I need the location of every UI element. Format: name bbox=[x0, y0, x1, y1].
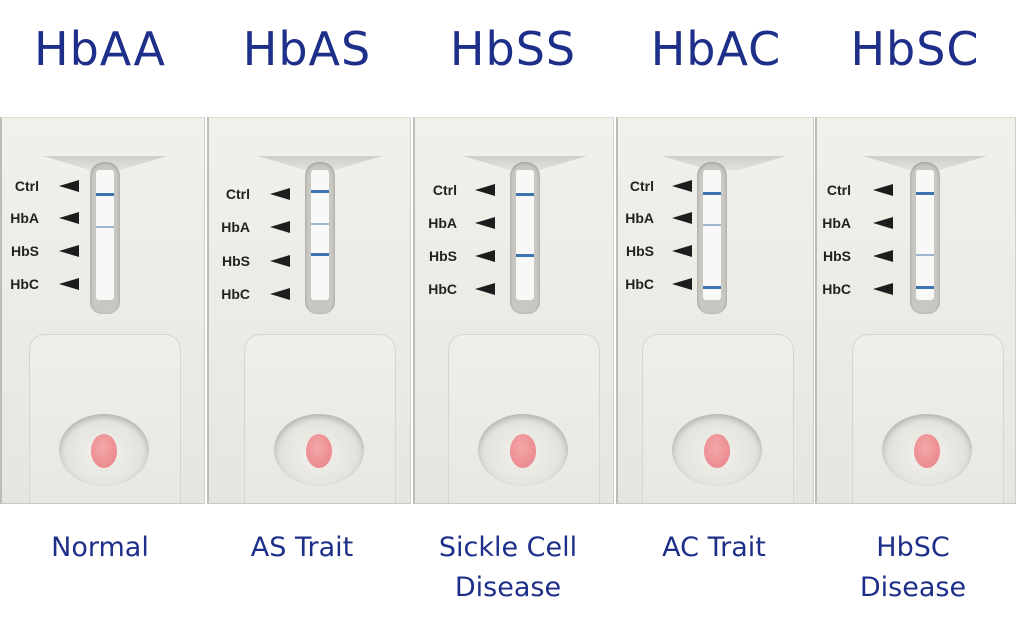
label-ctrl: Ctrl bbox=[629, 178, 654, 194]
test-strip bbox=[916, 170, 934, 300]
caption-as-trait: AS Trait bbox=[250, 532, 354, 563]
genotype-title-hbsc: HbSC bbox=[850, 22, 980, 76]
label-hba: HbA bbox=[625, 210, 654, 226]
label-ctrl: Ctrl bbox=[225, 186, 250, 202]
hba-arrow-icon bbox=[270, 221, 290, 233]
blood-sample-spot bbox=[914, 434, 940, 468]
result-window bbox=[90, 162, 120, 314]
hbs-arrow-icon bbox=[270, 255, 290, 267]
band-hba bbox=[311, 223, 329, 225]
label-hba: HbA bbox=[10, 210, 39, 226]
band-ctrl bbox=[703, 192, 721, 195]
label-hbs: HbS bbox=[429, 248, 457, 264]
label-hbc: HbC bbox=[822, 281, 851, 297]
band-hbc bbox=[916, 286, 934, 289]
test-cassette-hbas: Ctrl HbA HbS HbC bbox=[207, 117, 411, 504]
label-hbs: HbS bbox=[222, 253, 250, 269]
test-cassette-hbsc: Ctrl HbA HbS HbC bbox=[815, 117, 1016, 504]
test-cassette-hbaa: Ctrl HbA HbS HbC bbox=[0, 117, 205, 504]
genotype-title-hbas: HbAS bbox=[242, 22, 372, 76]
hbc-arrow-icon bbox=[873, 283, 893, 295]
label-hbs: HbS bbox=[11, 243, 39, 259]
sample-well bbox=[274, 414, 364, 486]
test-strip bbox=[703, 170, 721, 300]
band-ctrl bbox=[311, 190, 329, 193]
genotype-title-hbac: HbAC bbox=[650, 22, 782, 76]
band-hba bbox=[96, 226, 114, 228]
hbs-arrow-icon bbox=[873, 250, 893, 262]
hba-arrow-icon bbox=[672, 212, 692, 224]
genotype-title-hbaa: HbAA bbox=[33, 22, 166, 76]
sample-well bbox=[478, 414, 568, 486]
caption-normal: Normal bbox=[51, 532, 149, 563]
caption-hbsc-disease: HbSC Disease bbox=[859, 532, 967, 603]
ctrl-arrow-icon bbox=[270, 188, 290, 200]
ctrl-arrow-icon bbox=[475, 184, 495, 196]
blood-sample-spot bbox=[510, 434, 536, 468]
blood-sample-spot bbox=[306, 434, 332, 468]
hbs-arrow-icon bbox=[672, 245, 692, 257]
hba-arrow-icon bbox=[873, 217, 893, 229]
band-ctrl bbox=[96, 193, 114, 196]
test-strip bbox=[311, 170, 329, 300]
label-hbc: HbC bbox=[428, 281, 457, 297]
ctrl-arrow-icon bbox=[873, 184, 893, 196]
label-ctrl: Ctrl bbox=[432, 182, 457, 198]
band-ctrl bbox=[916, 192, 934, 195]
result-window bbox=[910, 162, 940, 314]
hba-arrow-icon bbox=[475, 217, 495, 229]
label-hbc: HbC bbox=[625, 276, 654, 292]
sample-well bbox=[59, 414, 149, 486]
blood-sample-spot bbox=[91, 434, 117, 468]
result-window bbox=[510, 162, 540, 314]
label-hbs: HbS bbox=[823, 248, 851, 264]
hbc-arrow-icon bbox=[475, 283, 495, 295]
genotype-title-hbss: HbSS bbox=[449, 22, 577, 76]
label-hbc: HbC bbox=[10, 276, 39, 292]
label-hba: HbA bbox=[221, 219, 250, 235]
hbc-arrow-icon bbox=[59, 278, 79, 290]
caption-sickle-cell-disease: Sickle Cell Disease bbox=[438, 532, 578, 603]
sample-well bbox=[882, 414, 972, 486]
band-ctrl bbox=[516, 193, 534, 196]
label-ctrl: Ctrl bbox=[826, 182, 851, 198]
hbc-arrow-icon bbox=[672, 278, 692, 290]
band-hbs bbox=[516, 254, 534, 257]
caption-ac-trait: AC Trait bbox=[662, 532, 766, 563]
hbs-arrow-icon bbox=[59, 245, 79, 257]
hba-arrow-icon bbox=[59, 212, 79, 224]
band-hbs bbox=[311, 253, 329, 256]
label-hbc: HbC bbox=[221, 286, 250, 302]
blood-sample-spot bbox=[704, 434, 730, 468]
ctrl-arrow-icon bbox=[59, 180, 79, 192]
hbs-arrow-icon bbox=[475, 250, 495, 262]
test-strip bbox=[96, 170, 114, 300]
label-hba: HbA bbox=[822, 215, 851, 231]
label-hbs: HbS bbox=[626, 243, 654, 259]
band-hbs bbox=[916, 254, 934, 256]
result-window bbox=[697, 162, 727, 314]
hbc-arrow-icon bbox=[270, 288, 290, 300]
result-window bbox=[305, 162, 335, 314]
test-cassette-hbac: Ctrl HbA HbS HbC bbox=[616, 117, 814, 504]
band-hba bbox=[703, 224, 721, 226]
label-ctrl: Ctrl bbox=[14, 178, 39, 194]
test-cassette-hbss: Ctrl HbA HbS HbC bbox=[413, 117, 614, 504]
ctrl-arrow-icon bbox=[672, 180, 692, 192]
test-strip bbox=[516, 170, 534, 300]
sample-well bbox=[672, 414, 762, 486]
label-hba: HbA bbox=[428, 215, 457, 231]
band-hbc bbox=[703, 286, 721, 289]
